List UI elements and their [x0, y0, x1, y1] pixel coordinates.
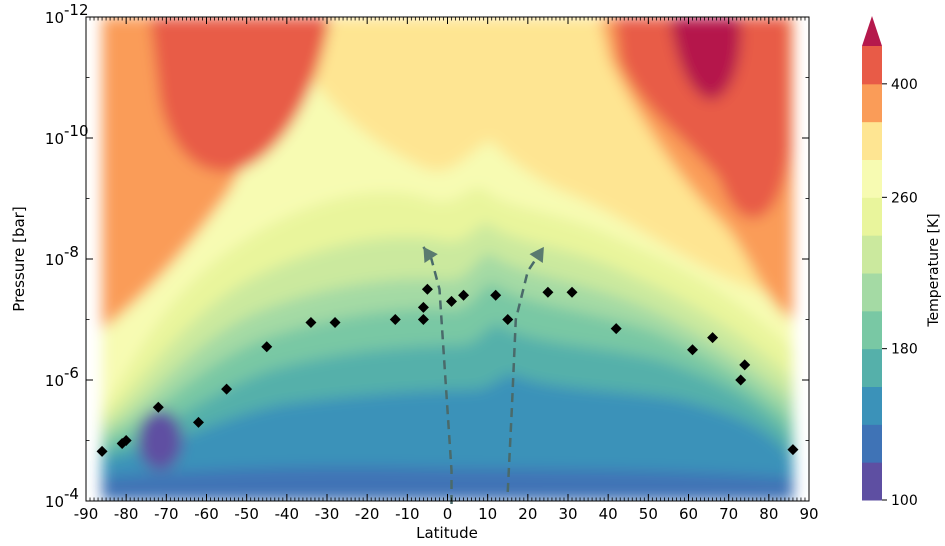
observation-marker: [502, 314, 514, 325]
colorbar-tick-label: 260: [891, 190, 918, 206]
y-tick-label: 10: [45, 9, 64, 27]
x-tick-label: -90: [74, 505, 99, 523]
x-tick-label: 60: [679, 505, 698, 523]
observation-marker: [192, 416, 204, 428]
x-tick-label: -70: [154, 505, 179, 523]
x-tick-label: 90: [799, 505, 818, 523]
observation-marker: [739, 359, 751, 371]
colorbar: 100 180 260 400 Temperature [K]: [862, 16, 942, 509]
observation-marker: [446, 295, 458, 307]
y-tick-exponent: -6: [64, 364, 79, 382]
circulation-arrow-path: [506, 246, 545, 492]
observation-marker: [389, 314, 401, 325]
colorbar-title: Temperature [K]: [926, 213, 942, 327]
circulation-arrow-head: [423, 246, 438, 263]
observation-marker: [610, 323, 622, 335]
observation-marker: [458, 289, 470, 301]
y-tick-label: 10: [45, 493, 64, 511]
observation-marker: [787, 444, 799, 456]
colorbar-segment: [862, 83, 882, 123]
y-axis-title: Pressure [bar]: [10, 206, 28, 311]
circulation-arrows: [422, 246, 545, 505]
x-tick-label: -60: [194, 505, 219, 523]
field-band-380: [102, 17, 793, 300]
colorbar-tick-label: 180: [891, 342, 918, 358]
x-tick-label: 10: [478, 505, 497, 523]
colorbar-segment: [862, 159, 882, 198]
x-tick-label: 80: [759, 505, 778, 523]
x-tick-label: 50: [639, 505, 658, 523]
colorbar-segment: [862, 462, 882, 501]
observation-marker: [96, 445, 108, 457]
y-tick-exponent: -4: [64, 485, 79, 503]
observation-marker: [417, 314, 429, 325]
observation-marker: [221, 383, 233, 395]
colorbar-segment: [862, 197, 882, 236]
circulation-arrow-head: [529, 246, 544, 263]
colorbar-tick-label: 100: [891, 493, 918, 509]
observation-marker: [566, 286, 578, 298]
observation-marker: [542, 286, 554, 298]
x-axis-title: Latitude: [416, 524, 478, 542]
x-tick-label: 20: [518, 505, 537, 523]
observation-marker: [490, 289, 502, 301]
colorbar-segment: [862, 235, 882, 274]
observation-marker: [261, 341, 273, 353]
x-tick-label: -20: [355, 505, 380, 523]
x-tick-label: -40: [275, 505, 300, 523]
x-tick-label: -50: [234, 505, 259, 523]
y-tick-exponent: -12: [64, 1, 89, 19]
colorbar-segment: [862, 348, 882, 387]
y-tick-label: 10: [45, 251, 64, 269]
x-tick-label: 40: [599, 505, 618, 523]
colorbar-segment: [862, 46, 882, 85]
x-tick-label: 0: [443, 505, 453, 523]
colorbar-segment: [862, 310, 882, 350]
colorbar-extend-arrow: [862, 16, 882, 46]
temperature-field: [86, 17, 809, 501]
colorbar-tick-label: 400: [891, 77, 918, 93]
x-tick-label: 30: [558, 505, 577, 523]
field-band-440-west: [150, 17, 330, 172]
observation-marker: [421, 283, 433, 295]
observation-marker: [735, 374, 747, 386]
field-band-120: [102, 467, 793, 501]
observation-marker: [687, 344, 699, 356]
y-tick-exponent: -10: [64, 122, 89, 140]
colorbar-segment: [862, 121, 882, 160]
field-band-max: [670, 17, 741, 100]
observation-markers: [96, 283, 799, 457]
x-tick-label: 70: [719, 505, 738, 523]
observation-marker: [120, 435, 132, 446]
colorbar-segment: [862, 424, 882, 463]
observation-marker: [152, 401, 164, 413]
observation-marker: [417, 301, 429, 313]
observation-marker: [707, 332, 719, 344]
observation-marker: [305, 317, 317, 329]
field-cold-pocket: [138, 410, 182, 470]
circulation-arrow-path: [422, 246, 453, 505]
observation-marker: [329, 317, 341, 329]
y-tick-exponent: -8: [64, 243, 79, 261]
colorbar-segment: [862, 273, 882, 312]
x-tick-label: -80: [114, 505, 139, 523]
field-band-440-east: [615, 17, 790, 219]
y-tick-label: 10: [45, 130, 64, 148]
y-tick-label: 10: [45, 372, 64, 390]
x-axis: -90 -80 -70 -60 -50 -40 -30 -20 -10 0 10 20 30 40 50 60…: [74, 17, 819, 523]
colorbar-segment: [862, 386, 882, 425]
x-tick-label: -10: [395, 505, 420, 523]
x-tick-label: -30: [315, 505, 340, 523]
